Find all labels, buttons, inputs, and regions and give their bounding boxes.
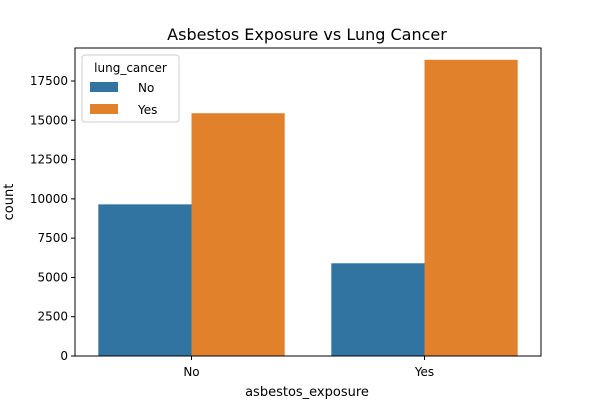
bar-yes-lung-cancer-yes — [424, 59, 518, 357]
legend-swatch-yes — [90, 104, 118, 114]
x-tick-label: No — [183, 365, 199, 379]
bar-no-lung-cancer-yes — [191, 113, 285, 356]
y-axis-label: count — [2, 184, 17, 221]
y-tick-label: 2500 — [37, 310, 68, 324]
chart-title: Asbestos Exposure vs Lung Cancer — [167, 25, 447, 44]
legend-swatch-no — [90, 82, 118, 92]
y-tick-label: 10000 — [30, 192, 68, 206]
y-tick-label: 7500 — [37, 231, 68, 245]
legend-label-no: No — [138, 81, 154, 95]
bar-no-lung-cancer-no — [98, 204, 192, 356]
y-axis: 0 2500 5000 7500 10000 12500 15000 17500 — [30, 74, 75, 363]
y-tick-label: 5000 — [37, 270, 68, 284]
bar-yes-lung-cancer-no — [331, 263, 425, 356]
legend: lung_cancer No Yes — [81, 54, 180, 123]
legend-title: lung_cancer — [94, 61, 167, 75]
legend-label-yes: Yes — [137, 103, 157, 117]
bars-group — [98, 59, 518, 357]
x-axis: No Yes — [183, 356, 434, 379]
y-tick-label: 15000 — [30, 113, 68, 127]
plot-frame — [74, 47, 542, 357]
y-tick-label: 17500 — [30, 74, 68, 88]
x-axis-label: asbestos_exposure — [245, 385, 369, 400]
y-tick-label: 0 — [60, 349, 68, 363]
y-tick-label: 12500 — [30, 153, 68, 167]
x-tick-label: Yes — [414, 365, 434, 379]
